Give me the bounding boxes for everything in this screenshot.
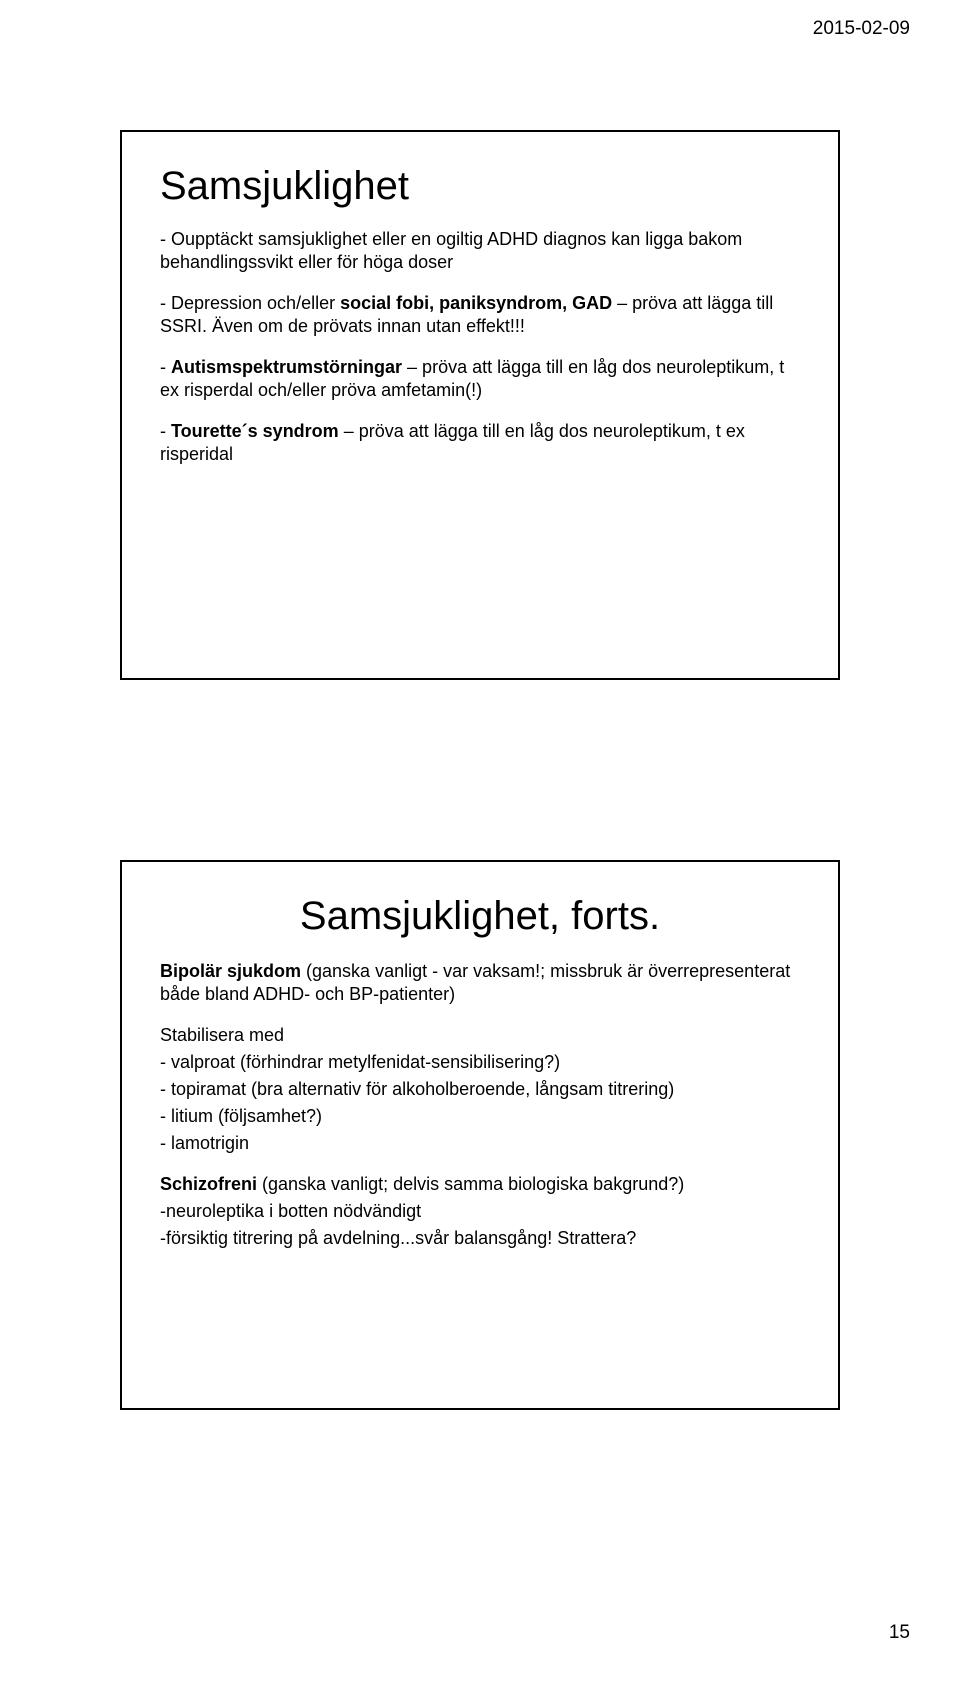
slide-samsjuklighet-forts: Samsjuklighet, forts. Bipolär sjukdom (g…: [120, 860, 840, 1410]
paragraph: Schizofreni (ganska vanligt; delvis samm…: [160, 1173, 800, 1196]
paragraph: Stabilisera med: [160, 1024, 800, 1047]
paragraph: -försiktig titrering på avdelning...svår…: [160, 1227, 800, 1250]
text: (ganska vanligt; delvis samma biologiska…: [262, 1174, 684, 1194]
page-number: 15: [889, 1622, 910, 1644]
paragraph: - Depression och/eller social fobi, pani…: [160, 292, 800, 338]
text: -: [160, 421, 171, 441]
text-bold: Schizofreni: [160, 1174, 262, 1194]
list-item: - lamotrigin: [160, 1132, 800, 1155]
text: -: [160, 357, 171, 377]
slide-title: Samsjuklighet, forts.: [160, 894, 800, 938]
date-header: 2015-02-09: [813, 18, 910, 40]
text-bold: Tourette´s syndrom: [171, 421, 339, 441]
paragraph: - Oupptäckt samsjuklighet eller en ogilt…: [160, 228, 800, 274]
text: - Depression och/eller: [160, 293, 340, 313]
list-item: - topiramat (bra alternativ för alkoholb…: [160, 1078, 800, 1101]
slide-samsjuklighet: Samsjuklighet - Oupptäckt samsjuklighet …: [120, 130, 840, 680]
text-bold: Bipolär sjukdom: [160, 961, 301, 981]
paragraph: -neuroleptika i botten nödvändigt: [160, 1200, 800, 1223]
paragraph: - Autismspektrumstörningar – pröva att l…: [160, 356, 800, 402]
list-item: - valproat (förhindrar metylfenidat-sens…: [160, 1051, 800, 1074]
list-item: - litium (följsamhet?): [160, 1105, 800, 1128]
paragraph: Bipolär sjukdom (ganska vanligt - var va…: [160, 960, 800, 1006]
slide-title: Samsjuklighet: [160, 164, 800, 208]
paragraph: - Tourette´s syndrom – pröva att lägga t…: [160, 420, 800, 466]
text-bold: social fobi, paniksyndrom, GAD: [340, 293, 612, 313]
text-bold: Autismspektrumstörningar: [171, 357, 402, 377]
